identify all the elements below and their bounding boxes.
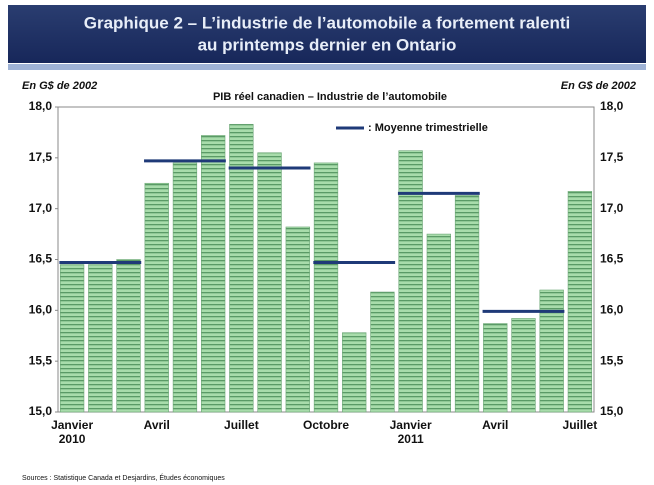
x-tick-label: Janvier 2011 xyxy=(390,418,432,446)
y-tick-label: 17,5 xyxy=(29,150,53,164)
bar xyxy=(511,318,536,413)
bar xyxy=(454,195,480,413)
bar xyxy=(567,191,593,413)
legend-label: : Moyenne trimestrielle xyxy=(368,122,488,134)
y-tick-label: 16,0 xyxy=(29,303,53,317)
chart-subtitle: PIB réel canadien – Industrie de l’autom… xyxy=(213,91,447,103)
y2-tick-label: 16,5 xyxy=(600,252,624,266)
y-tick-label: 18,0 xyxy=(29,99,53,113)
bar xyxy=(483,323,508,413)
bar xyxy=(144,182,169,413)
y-tick-label: 16,5 xyxy=(29,252,53,266)
bar xyxy=(342,332,367,413)
source: Sources : Statistique Canada et Desjardi… xyxy=(22,473,225,482)
y2-tick-label: 17,5 xyxy=(600,150,624,164)
bar xyxy=(88,264,113,413)
bar xyxy=(257,152,282,413)
title-banner xyxy=(8,5,646,63)
y2-tick-label: 18,0 xyxy=(600,99,624,113)
bar xyxy=(313,162,339,413)
y2-tick-label: 17,0 xyxy=(600,201,624,215)
y-tick-label: 15,0 xyxy=(29,404,53,418)
bar xyxy=(370,291,395,413)
x-tick-label: Avril xyxy=(482,418,508,432)
bar xyxy=(116,259,141,413)
y2-axis-label: En G$ de 2002 xyxy=(561,80,636,92)
bar xyxy=(539,289,564,413)
bar xyxy=(229,123,254,413)
bar xyxy=(59,264,85,413)
x-tick-label: Octobre xyxy=(303,418,349,432)
y-axis-label: En G$ de 2002 xyxy=(22,80,97,92)
x-tick-label: Avril xyxy=(144,418,170,432)
y2-tick-label: 16,0 xyxy=(600,303,624,317)
y-tick-label: 15,5 xyxy=(29,353,53,367)
chart-title: Graphique 2 – L’industrie de l’automobil… xyxy=(84,13,570,32)
x-tick-label: Juillet xyxy=(224,418,259,432)
y-tick-label: 17,0 xyxy=(29,201,53,215)
bar xyxy=(172,162,198,413)
bar xyxy=(398,150,423,413)
x-tick-label: Juillet xyxy=(563,418,598,432)
y2-tick-label: 15,5 xyxy=(600,353,624,367)
bar xyxy=(285,226,310,413)
bar xyxy=(426,233,451,413)
banner-rule xyxy=(8,64,646,70)
x-tick-label: Janvier 2010 xyxy=(51,418,93,446)
bar xyxy=(201,135,226,413)
chart-title: au printemps dernier en Ontario xyxy=(198,35,457,54)
y2-tick-label: 15,0 xyxy=(600,404,624,418)
